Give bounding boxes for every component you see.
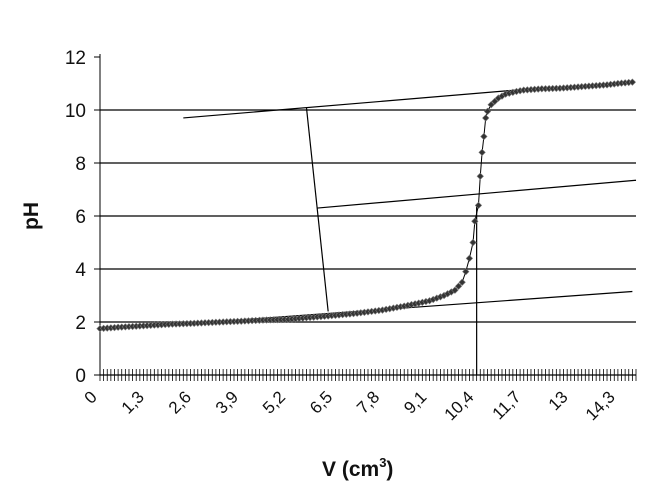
data-point [487,101,495,109]
x-tick-label: 0 [81,387,101,407]
y-tick-label: 8 [75,154,86,175]
x-tick-label: 6,5 [306,387,336,417]
data-point [628,78,637,86]
x-tick-label: 5,2 [259,387,289,417]
data-point [469,238,477,247]
x-axis-title-main: V (cm [322,458,379,481]
y-tick-label: 0 [75,366,86,387]
x-tick-label: 1,3 [118,387,148,417]
middle-line [317,179,637,209]
x-tick-label: 14,3 [582,387,619,424]
y-tick-label: 2 [75,313,86,334]
y-tick-label: 4 [75,260,86,281]
data-point [482,114,490,122]
upper-tangent [183,88,532,119]
y-tick-label: 12 [65,48,86,69]
x-tick-label: 3,9 [212,387,242,417]
data-point [454,282,463,290]
data-point [476,172,484,180]
data-point [451,286,459,294]
x-tick-label: 11,7 [489,387,525,423]
x-axis-title-close: ) [386,458,393,481]
x-tick-label: 9,1 [400,387,430,417]
data-point [458,278,466,286]
data-point [483,107,492,115]
data-point [474,201,483,210]
connector-line [305,107,329,312]
x-axis-title: V (cm3) [322,455,393,481]
y-tick-label: 10 [65,101,86,122]
data-series [96,78,637,333]
x-tick-label: 2,6 [165,387,195,417]
x-tick-label: 7,8 [353,387,383,417]
x-tick-label: 13 [545,387,572,414]
x-axis [99,369,637,381]
data-point [462,268,470,276]
x-tick-labels: 0 1,3 2,6 3,9 5,2 6,5 7,8 9,1 10,4 11,7 13 14,3 [81,387,619,424]
data-point [491,97,499,106]
x-tick-label: 10,4 [441,387,478,424]
data-point [480,132,488,141]
series-line [99,81,633,330]
gridlines [99,54,636,375]
data-point [478,148,486,157]
y-tick-label: 6 [75,207,86,228]
y-axis-ticks: 0 2 4 6 8 10 12 [65,48,100,387]
x-axis-title-sup: 3 [379,455,386,470]
y-axis-title: pH [20,202,43,230]
data-point [471,217,479,225]
data-point [465,254,474,263]
construction-lines [99,88,637,375]
